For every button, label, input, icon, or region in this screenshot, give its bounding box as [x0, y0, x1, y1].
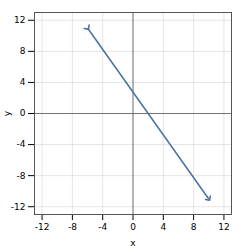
svg-text:-8: -8	[68, 222, 77, 232]
svg-text:-12: -12	[11, 202, 26, 212]
svg-text:-8: -8	[17, 171, 26, 181]
svg-text:-4: -4	[98, 222, 107, 232]
svg-text:0: 0	[20, 108, 26, 118]
svg-text:8: 8	[191, 222, 197, 232]
svg-text:8: 8	[20, 46, 26, 56]
svg-text:12: 12	[14, 15, 25, 25]
svg-text:y: y	[2, 110, 12, 116]
svg-text:12: 12	[218, 222, 229, 232]
svg-text:0: 0	[130, 222, 136, 232]
svg-text:x: x	[130, 238, 136, 248]
svg-text:-4: -4	[17, 139, 26, 149]
svg-text:4: 4	[20, 77, 26, 87]
svg-text:4: 4	[160, 222, 166, 232]
svg-text:-12: -12	[35, 222, 50, 232]
